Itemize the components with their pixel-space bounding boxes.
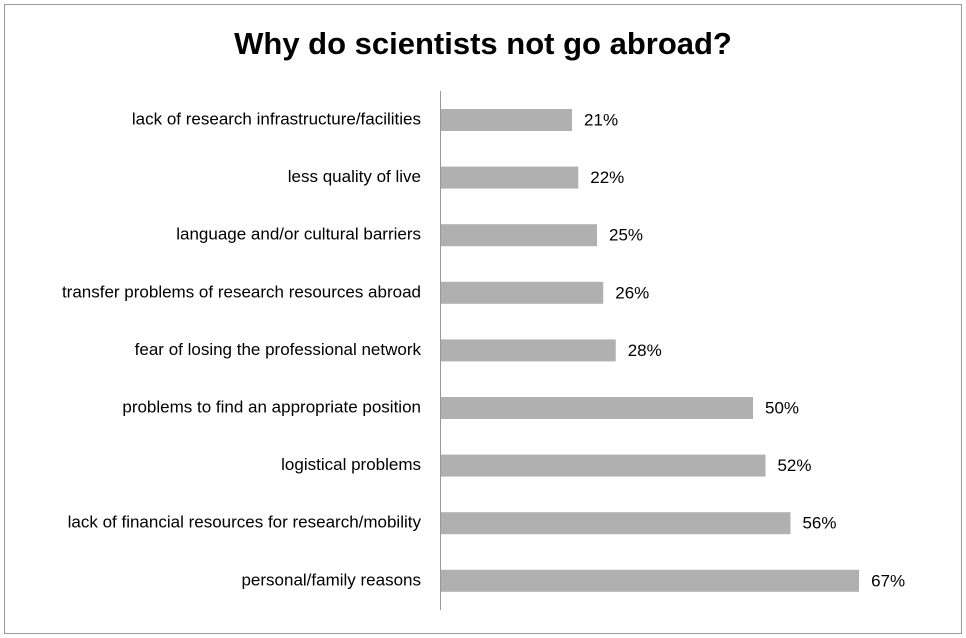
data-label: 21% [584,110,618,129]
bar [441,109,573,131]
y-tick-label: transfer problems of research resources … [62,282,421,301]
y-tick-label: problems to find an appropriate position [122,397,421,416]
bar [441,454,766,477]
y-tick-label: language and/or cultural barriers [176,225,421,244]
bar [441,339,616,362]
data-label: 52% [777,456,811,475]
y-tick-label: logistical problems [281,455,421,474]
bar [441,166,579,189]
bar [441,569,860,592]
data-label: 56% [802,514,836,533]
data-label: 28% [628,341,662,360]
y-tick-label: personal/family reasons [241,570,421,589]
bar [441,397,753,419]
data-label: 50% [765,398,799,417]
y-tick-label: less quality of live [288,167,421,186]
data-label: 67% [871,571,905,590]
y-tick-label: lack of research infrastructure/faciliti… [132,109,421,128]
data-label: 22% [590,168,624,187]
bar [441,281,604,304]
y-tick-label: lack of financial resources for research… [68,513,422,532]
chart-border [4,4,962,634]
bar [441,512,791,535]
y-tick-label: fear of losing the professional network [135,340,422,359]
data-label: 26% [615,283,649,302]
bar [441,224,597,247]
chart-title: Why do scientists not go abroad? [234,26,732,61]
data-label: 25% [609,226,643,245]
